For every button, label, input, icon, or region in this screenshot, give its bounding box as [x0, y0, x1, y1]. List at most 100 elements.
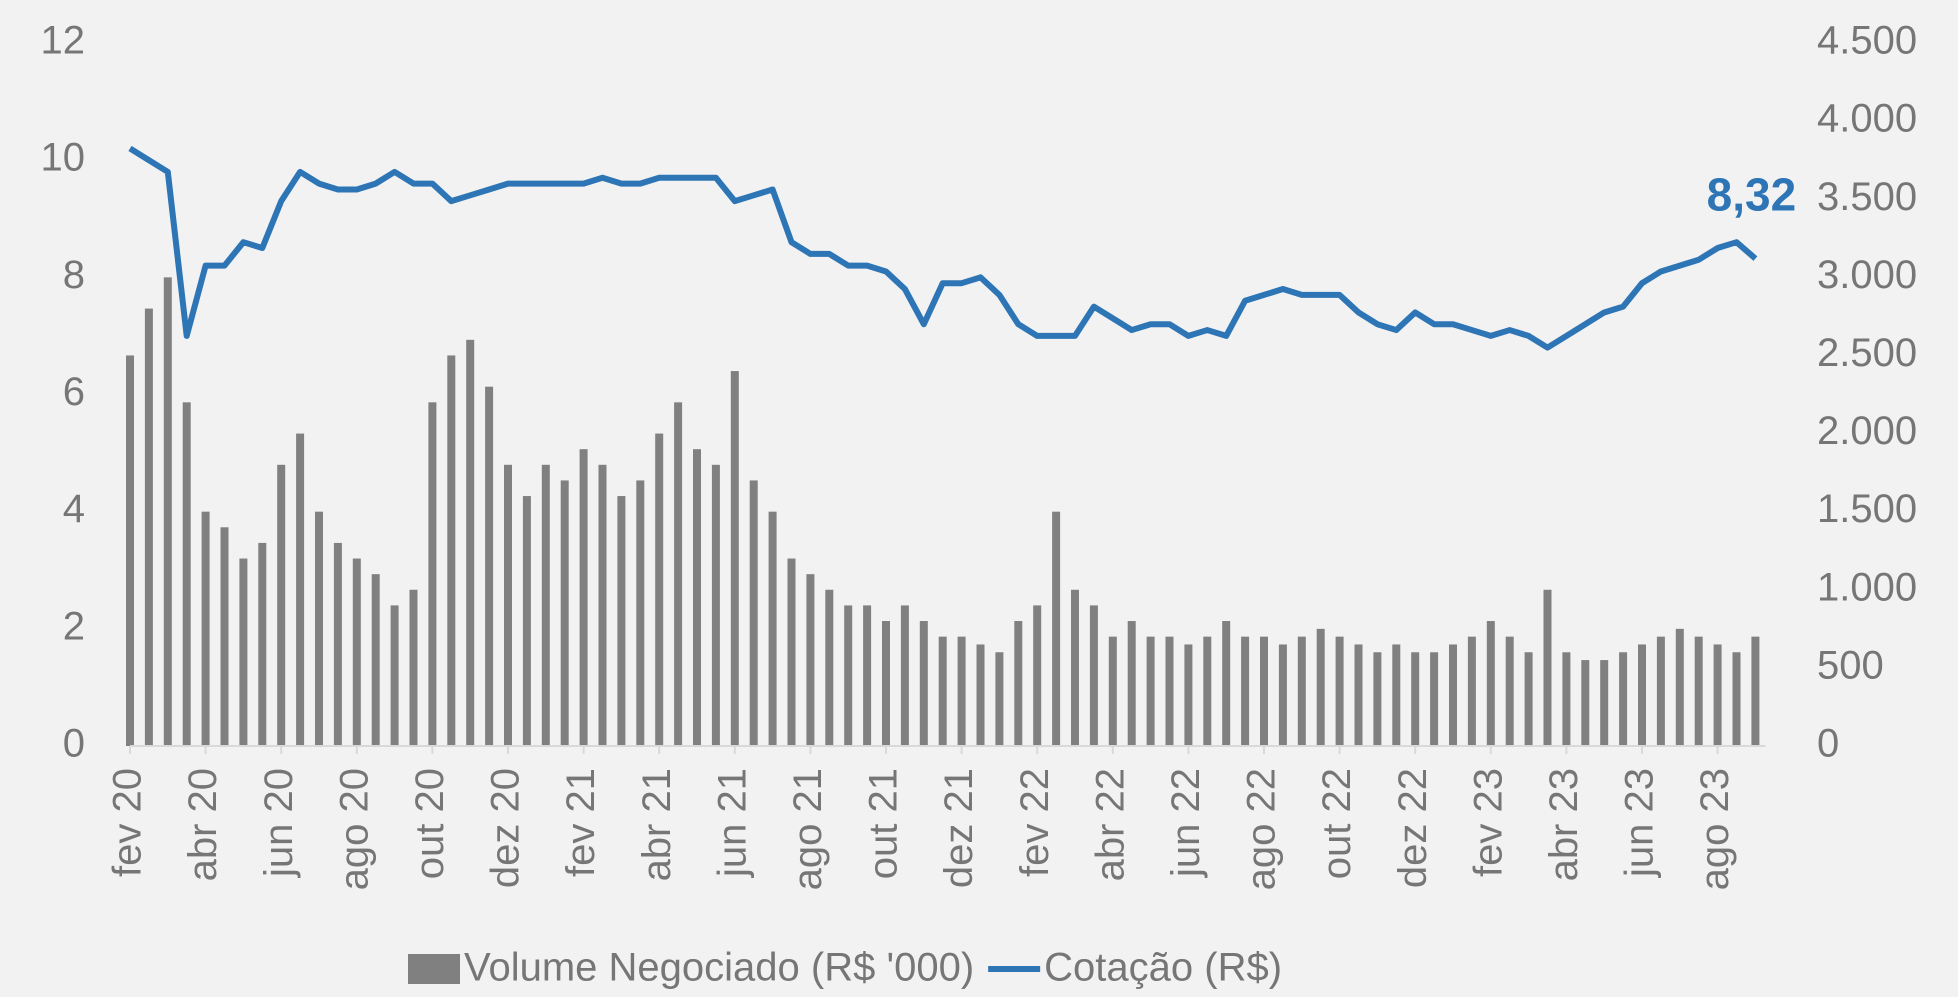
bar	[1638, 644, 1646, 746]
x-tick-label: fev 21	[559, 768, 603, 877]
bar	[1732, 652, 1741, 746]
bar	[1486, 621, 1495, 746]
bar	[1505, 636, 1514, 746]
bar	[919, 621, 928, 746]
bar	[768, 511, 777, 746]
y2-tick-label: 1.000	[1817, 565, 1917, 609]
x-tick-label: ago 21	[786, 768, 830, 890]
bar	[806, 574, 815, 746]
y2-tick-label: 1.500	[1817, 487, 1917, 531]
bar	[1278, 644, 1287, 746]
bar	[1146, 636, 1155, 746]
bar	[976, 644, 985, 746]
bar	[636, 480, 645, 746]
bar	[1751, 636, 1760, 746]
legend-swatch	[408, 954, 460, 984]
x-tick-label: fev 23	[1466, 768, 1510, 877]
bar	[674, 402, 683, 746]
bar	[182, 402, 191, 746]
bar	[1694, 636, 1703, 746]
x-tick-label: fev 22	[1013, 768, 1057, 877]
bar	[938, 636, 947, 746]
bar	[1430, 652, 1439, 746]
bar	[1316, 628, 1325, 746]
bar	[863, 605, 872, 746]
y-tick-label: 2	[63, 604, 85, 648]
bar	[1297, 636, 1306, 746]
x-tick-label: abr 21	[635, 768, 679, 881]
bar	[1675, 628, 1684, 746]
bar	[1335, 636, 1344, 746]
y2-tick-label: 500	[1817, 643, 1884, 687]
bar	[1108, 636, 1117, 746]
bar	[163, 277, 172, 746]
y-tick-label: 6	[63, 370, 85, 414]
bar	[1411, 652, 1420, 746]
bar	[239, 558, 248, 746]
bar	[485, 386, 494, 746]
bar	[882, 621, 890, 746]
bar	[1713, 644, 1722, 746]
price-line	[128, 145, 1758, 351]
bar	[655, 433, 664, 746]
y2-tick-label: 2.000	[1817, 409, 1917, 453]
bar	[1467, 636, 1476, 746]
bar	[711, 464, 720, 746]
y-tick-label: 12	[41, 19, 86, 63]
legend-label: Cotação (R$)	[1044, 946, 1282, 990]
bar	[352, 558, 361, 746]
bar	[957, 636, 966, 746]
bar	[126, 355, 134, 746]
bar	[730, 371, 739, 746]
y2-tick-label: 4.500	[1817, 19, 1917, 63]
bar	[1524, 652, 1533, 746]
bar	[1052, 511, 1061, 746]
bar	[1014, 621, 1023, 746]
bar	[1184, 644, 1193, 746]
bar	[1392, 644, 1401, 746]
bar	[466, 339, 475, 746]
bar	[825, 589, 834, 746]
bar	[1203, 636, 1212, 746]
y-tick-label: 8	[63, 253, 85, 297]
bar	[617, 496, 626, 746]
legend-label: Volume Negociado (R$ '000)	[464, 946, 974, 990]
bar	[277, 464, 286, 746]
bar	[144, 308, 153, 746]
bar	[258, 542, 267, 746]
bar	[1089, 605, 1098, 746]
bar	[333, 542, 342, 746]
bar	[522, 496, 531, 746]
x-tick-label: jun 21	[710, 768, 754, 878]
bar	[579, 449, 588, 746]
bar	[1373, 652, 1382, 746]
bar	[1354, 644, 1363, 746]
bar	[787, 558, 796, 746]
bar	[995, 652, 1004, 746]
y-tick-label: 0	[63, 722, 85, 766]
bar	[504, 464, 512, 746]
y-tick-label: 4	[63, 487, 85, 531]
bar	[749, 480, 758, 746]
bar	[693, 449, 701, 746]
bar	[1562, 652, 1571, 746]
x-tick-label: ago 20	[332, 768, 376, 890]
y-tick-label: 10	[41, 136, 86, 180]
bar	[1071, 589, 1079, 746]
bar	[409, 589, 418, 746]
bar	[428, 402, 437, 746]
bar	[201, 511, 210, 746]
bar	[220, 527, 229, 746]
x-tick-label: abr 23	[1542, 768, 1586, 881]
y2-tick-label: 0	[1817, 722, 1839, 766]
x-tick-label: dez 20	[484, 768, 528, 888]
bar	[390, 605, 399, 746]
bar	[1619, 652, 1628, 746]
bar	[1033, 605, 1042, 746]
bar	[296, 433, 305, 746]
x-tick-label: out 22	[1315, 768, 1359, 879]
bar	[1127, 621, 1136, 746]
bar	[541, 464, 550, 746]
x-tick-label: jun 23	[1618, 768, 1662, 878]
x-tick-label: dez 22	[1391, 768, 1435, 888]
